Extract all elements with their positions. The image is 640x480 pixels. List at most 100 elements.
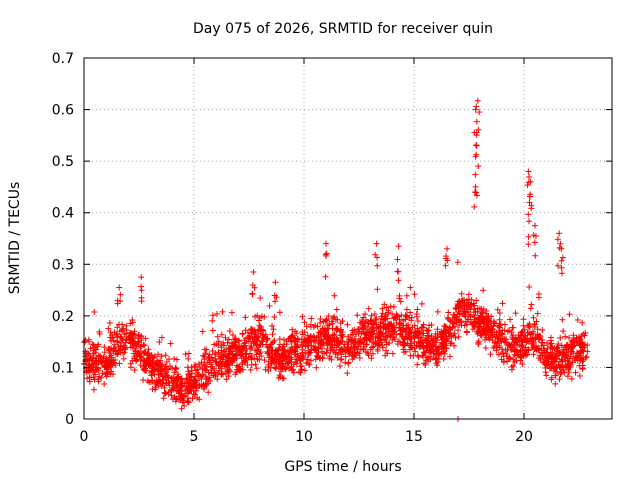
data-point: [299, 313, 306, 320]
data-point: [519, 361, 526, 368]
data-point: [215, 342, 222, 349]
data-point: [291, 348, 298, 355]
data-point: [279, 363, 286, 370]
data-point: [427, 348, 434, 355]
data-point: [279, 343, 286, 350]
data-point: [527, 305, 534, 312]
y-tick-label: 0.6: [52, 103, 74, 119]
data-point: [229, 348, 236, 355]
data-point: [152, 380, 159, 387]
data-point: [386, 322, 393, 329]
data-point: [339, 318, 346, 325]
data-point: [264, 344, 271, 351]
y-tick-label: 0.7: [52, 51, 74, 67]
data-point: [266, 344, 273, 351]
data-point: [421, 360, 428, 367]
data-point: [334, 316, 341, 323]
data-point: [330, 347, 337, 354]
data-point: [167, 340, 174, 347]
data-point: [533, 318, 540, 325]
data-point: [288, 338, 295, 345]
data-point: [256, 350, 263, 357]
plot-frame: [83, 57, 613, 420]
data-point: [255, 327, 262, 334]
data-point: [256, 322, 263, 329]
data-point: [474, 97, 481, 104]
data-point: [226, 328, 233, 335]
data-point: [532, 252, 539, 259]
data-point: [150, 365, 157, 372]
x-tick-label: 5: [190, 429, 199, 445]
data-point: [534, 326, 541, 333]
data-point: [162, 352, 169, 359]
data-point: [557, 334, 564, 341]
data-point: [93, 364, 100, 371]
data-point: [107, 371, 114, 378]
data-point: [90, 354, 97, 361]
data-point: [197, 373, 204, 380]
data-point: [333, 306, 340, 313]
data-point: [272, 365, 279, 372]
data-point: [424, 344, 431, 351]
data-point: [445, 326, 452, 333]
data-point: [579, 319, 586, 326]
data-point: [349, 349, 356, 356]
data-point: [362, 331, 369, 338]
data-point: [91, 376, 98, 383]
data-point: [471, 203, 478, 210]
data-point: [271, 314, 278, 321]
data-point: [324, 342, 331, 349]
data-point: [442, 323, 449, 330]
data-point: [151, 353, 158, 360]
data-point: [562, 354, 569, 361]
data-point: [211, 369, 218, 376]
data-point: [557, 240, 564, 247]
data-point: [526, 173, 533, 180]
data-point: [420, 321, 427, 328]
data-point: [253, 365, 260, 372]
data-point: [432, 330, 439, 337]
data-point: [383, 341, 390, 348]
data-point: [568, 375, 575, 382]
data-point: [572, 369, 579, 376]
data-point: [117, 298, 124, 305]
data-point: [201, 353, 208, 360]
data-point: [396, 292, 403, 299]
data-point: [331, 292, 338, 299]
data-point: [566, 355, 573, 362]
data-point: [357, 345, 364, 352]
data-point: [202, 373, 209, 380]
data-point: [241, 357, 248, 364]
data-point: [437, 332, 444, 339]
data-point: [232, 344, 239, 351]
data-point: [314, 323, 321, 330]
data-point: [118, 334, 125, 341]
data-point: [487, 328, 494, 335]
data-point: [285, 335, 292, 342]
data-point: [298, 366, 305, 373]
data-point: [329, 320, 336, 327]
data-point: [372, 316, 379, 323]
data-point: [256, 314, 263, 321]
data-points: [81, 97, 591, 422]
data-point: [468, 296, 475, 303]
data-point: [108, 332, 115, 339]
data-point: [138, 298, 145, 305]
data-point: [352, 329, 359, 336]
data-point: [455, 302, 462, 309]
data-point: [405, 333, 412, 340]
data-point: [206, 359, 213, 366]
data-point: [282, 360, 289, 367]
data-point: [266, 302, 273, 309]
data-point: [265, 349, 272, 356]
data-point: [271, 364, 278, 371]
data-point: [523, 347, 530, 354]
data-point: [529, 338, 536, 345]
data-point: [303, 336, 310, 343]
data-point: [90, 386, 97, 393]
data-point: [270, 326, 277, 333]
data-point: [545, 354, 552, 361]
data-point: [496, 316, 503, 323]
data-point: [521, 326, 528, 333]
data-point: [306, 361, 313, 368]
